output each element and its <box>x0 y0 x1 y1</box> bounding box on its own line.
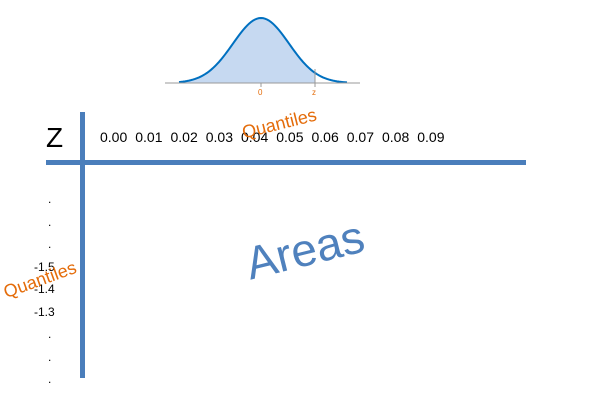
areas-label: Areas <box>240 209 370 290</box>
column-header: 0.03 <box>205 129 233 145</box>
column-header: 0.05 <box>276 129 304 145</box>
row-label: -1.3 <box>34 304 55 319</box>
row-label: . <box>48 327 52 341</box>
bell-curve-line <box>178 16 348 84</box>
row-label: . <box>48 372 52 386</box>
row-label: . <box>48 214 52 229</box>
z-header: Z <box>46 122 64 153</box>
column-headers: 0.00 0.01 0.02 0.03 0.04 0.05 0.06 0.07 0.08 0.09 <box>100 129 445 145</box>
column-header: 0.09 <box>417 129 445 145</box>
row-labels: ... -1.5 -1.4 -1.3... <box>34 188 74 391</box>
row-label: . <box>48 237 52 251</box>
column-header: 0.02 <box>170 129 198 145</box>
z-label: z <box>312 88 316 97</box>
row-label: -1.5 <box>34 259 55 274</box>
column-header: 0.01 <box>135 129 163 145</box>
column-header: 0.08 <box>382 129 410 145</box>
row-label: . <box>48 192 52 206</box>
column-header: 0.07 <box>346 129 374 145</box>
column-header: 0.04 <box>241 129 269 145</box>
row-label: -1.4 <box>34 282 55 296</box>
row-label: . <box>48 349 52 364</box>
column-header: 0.00 <box>100 129 128 145</box>
normal-curve: 0 z <box>165 16 360 97</box>
mean-label: 0 <box>258 88 263 97</box>
vertical-axis-bar <box>80 112 85 378</box>
column-header: 0.06 <box>311 129 339 145</box>
horizontal-axis-bar <box>46 160 526 165</box>
